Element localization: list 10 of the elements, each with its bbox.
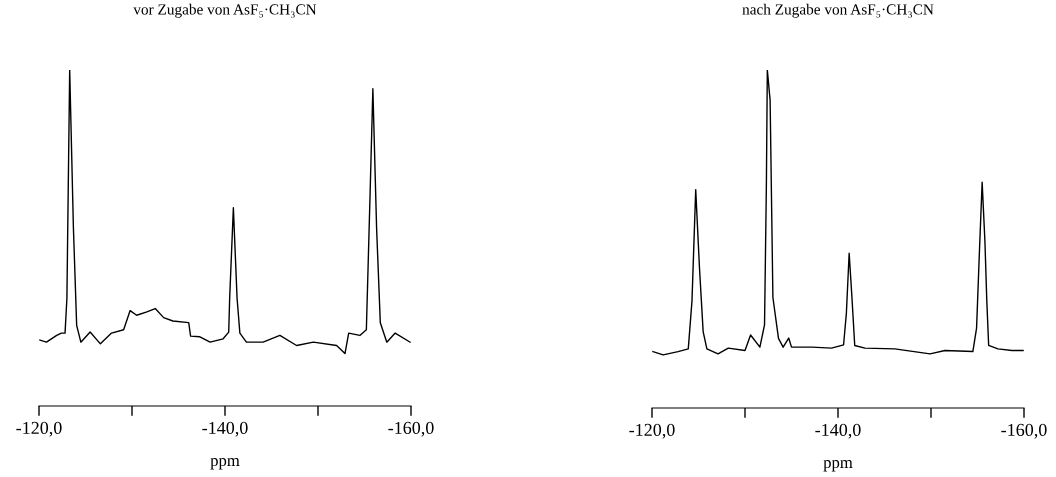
x-axis-title: ppm [823,460,853,472]
x-tick-label: -160,0 [388,421,434,437]
x-tick-label: -140,0 [202,421,248,437]
chart-title: nach Zugabe von AsF₅·CH₃CN [742,3,934,18]
x-axis-title: ppm [210,458,240,470]
x-tick-label: -160,0 [1001,423,1047,439]
x-tick-label: -120,0 [629,423,675,439]
x-tick-label: -140,0 [815,423,861,439]
x-tick-label: -120,0 [16,421,62,437]
chart-title: vor Zugabe von AsF₅·CH₃CN [133,3,317,18]
